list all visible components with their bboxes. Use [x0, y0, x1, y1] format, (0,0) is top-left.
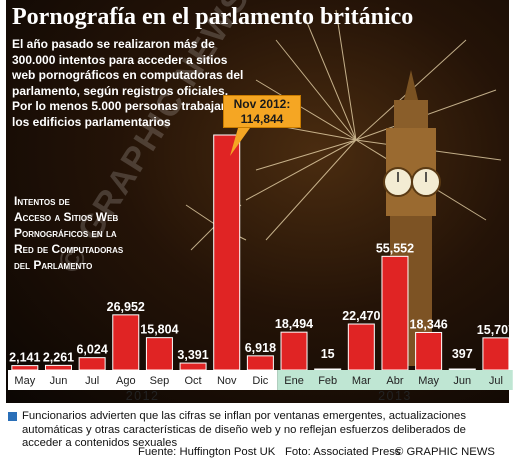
- axis-band-2012: [8, 370, 278, 390]
- bar-value-label: 15,707: [477, 323, 515, 337]
- x-axis: May Jun Jul Ago Sep Oct Nov Dic Ene Feb Mar Abr May J…: [8, 370, 513, 403]
- bar-value-label: 3,391: [177, 348, 208, 362]
- bar-value-label: 2,261: [43, 350, 74, 364]
- x-tick-label: Ene: [284, 375, 304, 387]
- bar: [145, 337, 173, 371]
- footnote-text: Funcionarios advierten que las cifras se…: [22, 410, 466, 449]
- x-tick-label: Jul: [85, 375, 99, 387]
- bar: [112, 314, 140, 371]
- bar: [44, 364, 72, 371]
- x-tick-label: Oct: [185, 375, 202, 387]
- x-tick-label: Mar: [352, 375, 371, 387]
- bar: [347, 323, 375, 371]
- bar: [280, 331, 308, 371]
- chart-title: Intentos de Acceso a Sitios Web Pornográ…: [14, 194, 124, 272]
- callout-value: 114,844: [240, 112, 284, 126]
- bar-value-label: 18,494: [275, 317, 313, 331]
- bar: [11, 365, 39, 371]
- x-tick-label: Nov: [217, 375, 237, 387]
- bar-value-label: 55,552: [376, 241, 414, 255]
- x-tick-label: Abr: [386, 375, 403, 387]
- background-photo: [6, 0, 509, 403]
- x-tick-label: Feb: [318, 375, 337, 387]
- bar-value-label: 15,804: [140, 323, 178, 337]
- bar: [381, 255, 409, 371]
- axis-band-2013: [277, 370, 513, 390]
- x-tick-label: Dic: [252, 375, 268, 387]
- x-tick-label: May: [14, 375, 35, 387]
- x-tick-label: May: [418, 375, 439, 387]
- bar: [415, 331, 443, 371]
- bar: [448, 368, 476, 371]
- bar-value-label: 15: [321, 347, 335, 361]
- peak-callout: Nov 2012: 114,844: [223, 95, 301, 128]
- bar-value-label: 26,952: [107, 300, 145, 314]
- bar: [482, 337, 510, 371]
- photo-credit: Foto: Associated Press: [285, 446, 401, 458]
- callout-date: Nov 2012:: [233, 97, 291, 111]
- x-tick-label: Jun: [50, 375, 68, 387]
- year-label: 2012: [126, 389, 160, 403]
- year-label: 2013: [378, 389, 412, 403]
- bar-value-label: 6,918: [245, 341, 276, 355]
- bar-value-label: 397: [452, 347, 473, 361]
- source-credit: Fuente: Huffington Post UK: [138, 446, 276, 458]
- bar: [179, 362, 207, 371]
- bar-value-label: 2,141: [9, 351, 40, 365]
- bar: [246, 355, 274, 371]
- page-title: Pornografía en el parlamento británico: [12, 4, 414, 30]
- bar-value-label: 18,346: [410, 317, 448, 331]
- x-tick-label: Jun: [453, 375, 471, 387]
- x-tick-label: Ago: [116, 375, 136, 387]
- bar-value-label: 22,470: [342, 309, 380, 323]
- bar: [78, 357, 106, 371]
- x-tick-label: Jul: [489, 375, 503, 387]
- x-tick-label: Sep: [150, 375, 170, 387]
- bar: [314, 368, 342, 371]
- bar: [213, 134, 241, 371]
- footnote-marker: [8, 412, 17, 421]
- bar-value-label: 6,024: [76, 343, 107, 357]
- copyright: © GRAPHIC NEWS: [395, 446, 495, 458]
